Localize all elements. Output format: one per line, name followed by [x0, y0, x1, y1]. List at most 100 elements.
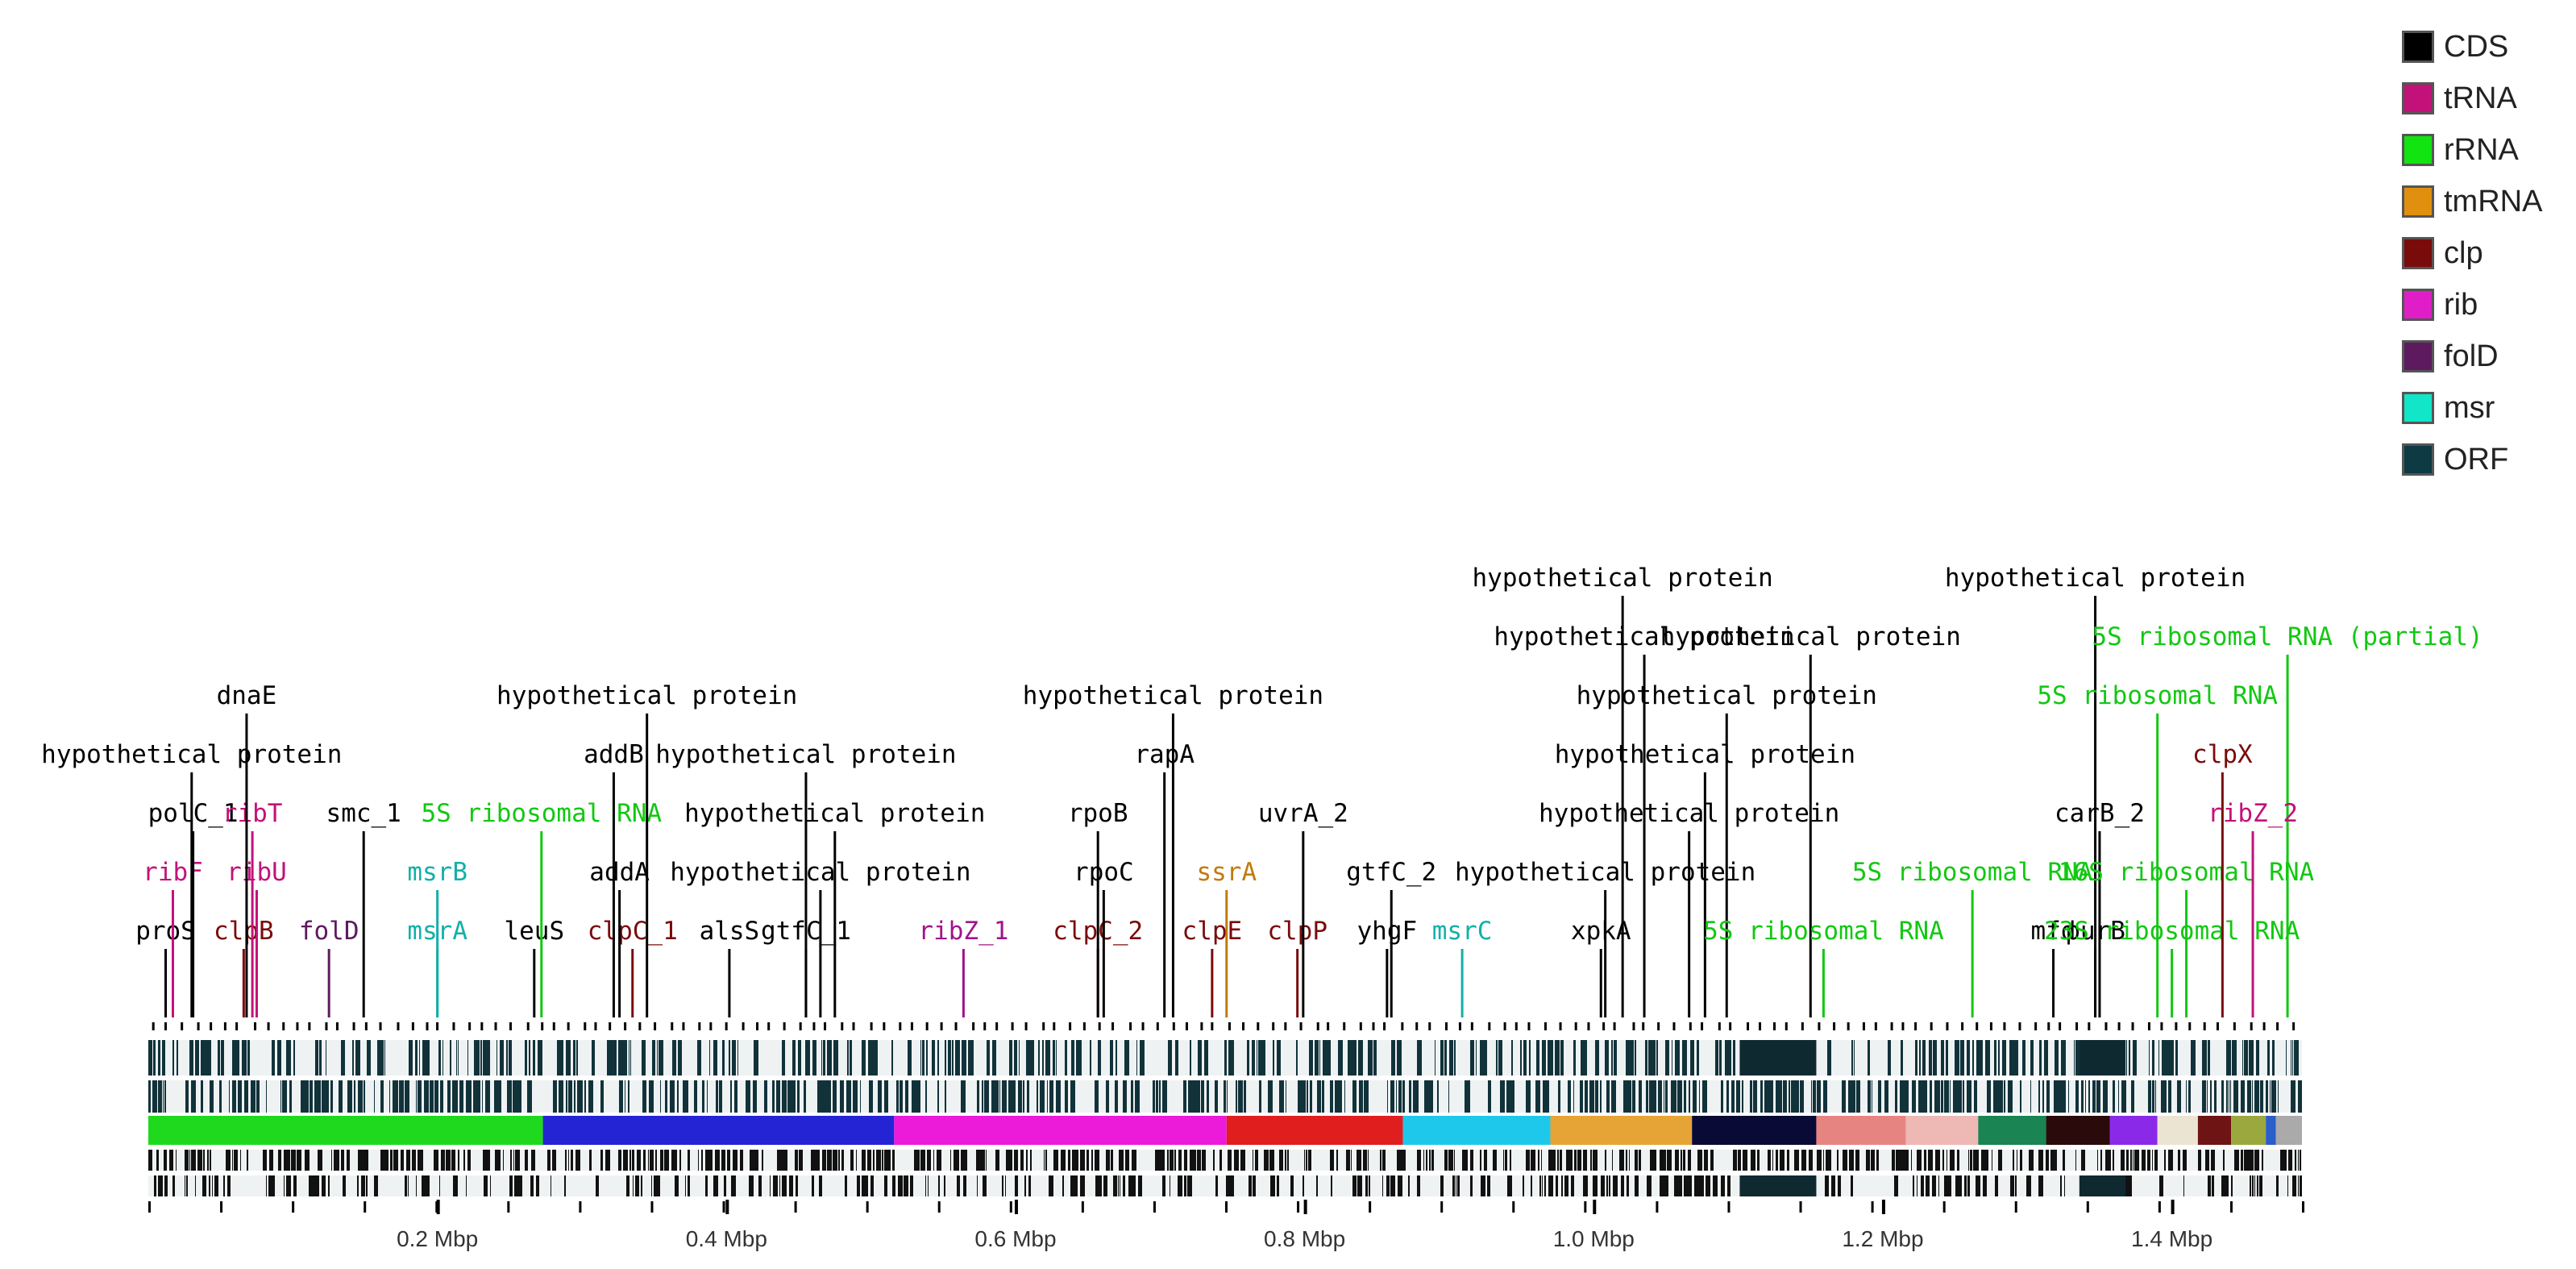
orf-stripe [927, 1150, 931, 1171]
feature-4[interactable]: hypothetical protein [41, 740, 342, 1017]
contig-segment-6[interactable] [1550, 1116, 1693, 1145]
feature-15[interactable]: clpC_1 [588, 917, 678, 1017]
contig-segment-8[interactable] [1816, 1116, 1906, 1145]
feature-16[interactable]: addA [589, 858, 650, 1017]
legend-item-orf[interactable]: ORF [2402, 434, 2563, 485]
feature-50[interactable]: hypothetical protein [1945, 564, 2246, 1017]
feature-52[interactable]: 16S ribosomal RNA [2059, 858, 2315, 1017]
legend-item-tmrna[interactable]: tmRNA [2402, 176, 2563, 227]
feature-40[interactable]: hypothetical protein [1494, 622, 1795, 1017]
orf-stripe [2030, 1080, 2031, 1113]
feature-54[interactable]: 5S ribosomal RNA (partial) [2092, 622, 2483, 1017]
orf-stripe [2063, 1080, 2066, 1113]
orf-stripe [1462, 1150, 1464, 1171]
feature-12[interactable]: msrB [407, 858, 467, 1017]
feature-53[interactable]: 5S ribosomal RNA [2037, 681, 2278, 1017]
feature-13[interactable]: leuS [504, 917, 564, 1017]
contig-segment-16[interactable] [2266, 1116, 2276, 1145]
feature-46[interactable]: 5S ribosomal RNA [1852, 858, 2093, 1017]
feature-7[interactable]: ribT [222, 799, 283, 1017]
feature-33[interactable]: uvrA_2 [1258, 799, 1348, 1017]
contig-segment-1[interactable] [148, 1116, 543, 1145]
feature-43[interactable]: hypothetical protein [1577, 681, 1877, 1017]
orf-stripe [2188, 1080, 2191, 1113]
orf-stripe [1837, 1150, 1839, 1171]
feature-56[interactable]: ribZ_2 [2208, 799, 2298, 1017]
feature-30[interactable]: clpE [1182, 917, 1243, 1017]
contig-segment-9[interactable] [1905, 1116, 1979, 1145]
feature-26[interactable]: rpoC [1074, 858, 1134, 1017]
top-tick [2292, 1022, 2296, 1030]
feature-34[interactable]: yhgF [1357, 917, 1418, 1017]
contig-segment-3[interactable] [894, 1116, 1227, 1145]
contig-segment-7[interactable] [1692, 1116, 1817, 1145]
legend-item-rrna[interactable]: rRNA [2402, 124, 2563, 176]
feature-6[interactable]: ribU [226, 858, 287, 1017]
feature-9[interactable]: folD [299, 917, 359, 1017]
orf-stripe [1326, 1040, 1331, 1076]
feature-5[interactable]: clpB [214, 917, 274, 1017]
orf-stripe [1627, 1175, 1629, 1196]
feature-49[interactable]: carB_2 [2055, 799, 2145, 1017]
orf-stripe [506, 1040, 508, 1076]
feature-47[interactable]: mfd [2031, 917, 2076, 1017]
feature-55[interactable]: clpX [2192, 740, 2253, 1017]
feature-31[interactable]: ssrA [1196, 858, 1257, 1017]
legend-item-clp[interactable]: clp [2402, 227, 2563, 279]
feature-1[interactable]: proS [135, 917, 196, 1017]
orf-stripe [1240, 1150, 1245, 1171]
contig-segment-10[interactable] [1978, 1116, 2046, 1145]
orf-stripe [2225, 1175, 2229, 1196]
feature-45[interactable]: 5S ribosomal RNA [1703, 917, 1944, 1017]
feature-44[interactable]: hypothetical protein [1660, 622, 1961, 1017]
orf-stripe [1946, 1040, 1948, 1076]
feature-28[interactable]: rapA [1134, 740, 1195, 1017]
feature-label: msrB [407, 858, 467, 887]
contig-segment-11[interactable] [2046, 1116, 2110, 1145]
legend-item-fold[interactable]: folD [2402, 331, 2563, 382]
top-tick [1632, 1022, 1635, 1030]
feature-17[interactable]: addB [584, 740, 644, 1017]
contig-segment-4[interactable] [1226, 1116, 1403, 1145]
contig-segment-17[interactable] [2275, 1116, 2302, 1145]
feature-37[interactable]: xpkA [1571, 917, 1631, 1017]
contig-segment-14[interactable] [2197, 1116, 2232, 1145]
orf-stripe [592, 1040, 595, 1076]
feature-24[interactable]: ribZ_1 [918, 917, 1008, 1017]
contig-segment-5[interactable] [1402, 1116, 1551, 1145]
legend-item-cds[interactable]: CDS [2402, 21, 2563, 73]
feature-23[interactable]: hypothetical protein [655, 740, 957, 1017]
legend-item-msr[interactable]: msr [2402, 382, 2563, 434]
contig-segment-15[interactable] [2231, 1116, 2266, 1145]
top-tick [883, 1022, 886, 1030]
feature-3[interactable]: polC_1 [148, 799, 239, 1017]
feature-18[interactable]: hypothetical protein [497, 681, 797, 1017]
feature-14[interactable]: 5S ribosomal RNA [421, 799, 662, 1017]
feature-35[interactable]: gtfC_2 [1346, 858, 1436, 1017]
feature-27[interactable]: rpoB [1068, 799, 1128, 1017]
legend-item-trna[interactable]: tRNA [2402, 73, 2563, 124]
feature-29[interactable]: hypothetical protein [1023, 681, 1323, 1017]
orf-stripe [896, 1080, 899, 1113]
feature-8[interactable]: dnaE [217, 681, 277, 1017]
feature-51[interactable]: 23S ribosomal RNA [2044, 917, 2300, 1017]
feature-36[interactable]: msrC [1432, 917, 1493, 1017]
contig-segment-12[interactable] [2109, 1116, 2158, 1145]
feature-32[interactable]: clpP [1267, 917, 1327, 1017]
orf-stripe [172, 1040, 174, 1076]
feature-39[interactable]: hypothetical protein [1473, 564, 1773, 1017]
feature-22[interactable]: hypothetical protein [684, 799, 985, 1017]
feature-21[interactable]: hypothetical protein [670, 858, 971, 1017]
feature-41[interactable]: hypothetical protein [1539, 799, 1839, 1017]
legend-item-rib[interactable]: rib [2402, 279, 2563, 331]
legend-label: rRNA [2444, 132, 2519, 167]
feature-19[interactable]: alsS [700, 917, 760, 1017]
orf-stripe [961, 1080, 965, 1113]
feature-42[interactable]: hypothetical protein [1555, 740, 1855, 1017]
orf-stripe [339, 1080, 342, 1113]
orf-stripe [1538, 1150, 1539, 1171]
feature-10[interactable]: smc_1 [326, 799, 401, 1017]
contig-segment-2[interactable] [542, 1116, 895, 1145]
orf-stripe [1623, 1080, 1627, 1113]
contig-segment-13[interactable] [2157, 1116, 2198, 1145]
